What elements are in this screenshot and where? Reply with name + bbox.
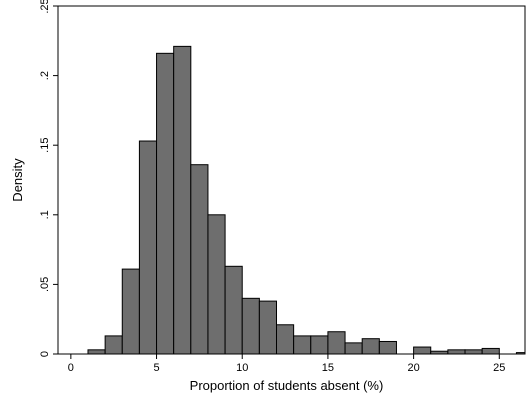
histogram-bar	[293, 335, 312, 355]
y-tick-label: .1	[39, 210, 51, 219]
y-tick-label: .05	[39, 277, 51, 292]
histogram-bar	[87, 349, 106, 355]
histogram-bar	[481, 347, 500, 355]
histogram-bar	[104, 335, 123, 355]
histogram-bar	[241, 297, 260, 355]
y-tick-label: .15	[39, 138, 51, 153]
histogram-bar	[121, 268, 140, 355]
histogram-bar	[156, 52, 175, 355]
histogram-bar	[327, 331, 346, 355]
histogram-bar	[344, 342, 363, 355]
histogram-bar	[310, 335, 329, 355]
histogram-bar	[258, 300, 278, 355]
histogram-bar	[447, 349, 466, 355]
y-axis-title: Density	[10, 158, 25, 202]
bars-group	[87, 45, 526, 355]
histogram-bar	[224, 265, 243, 355]
histogram-bar	[138, 140, 158, 355]
x-tick-label: 20	[407, 362, 419, 374]
x-tick-label: 10	[236, 362, 248, 374]
histogram-bar	[515, 352, 526, 355]
x-tick-label: 25	[493, 362, 505, 374]
y-tick-label: 0	[39, 351, 51, 357]
histogram-bar	[190, 164, 209, 355]
histogram-bar	[378, 340, 397, 355]
histogram-bar	[207, 214, 226, 355]
y-tick-label: .2	[39, 71, 51, 80]
y-axis: 0 .05 .1 .15 .2 .25	[39, 0, 58, 357]
histogram-bar	[464, 349, 483, 355]
x-tick-label: 5	[153, 362, 159, 374]
histogram-bar	[361, 338, 380, 355]
histogram-bar	[413, 346, 432, 355]
x-tick-label: 15	[322, 362, 334, 374]
x-axis-title: Proportion of students absent (%)	[190, 378, 384, 393]
y-tick-label: .25	[39, 0, 51, 14]
histogram-bar	[173, 45, 192, 355]
histogram-bar	[430, 350, 449, 355]
x-axis: 0 5 10 15 20 25	[68, 354, 505, 374]
histogram-bar	[276, 324, 295, 355]
x-tick-label: 0	[68, 362, 74, 374]
